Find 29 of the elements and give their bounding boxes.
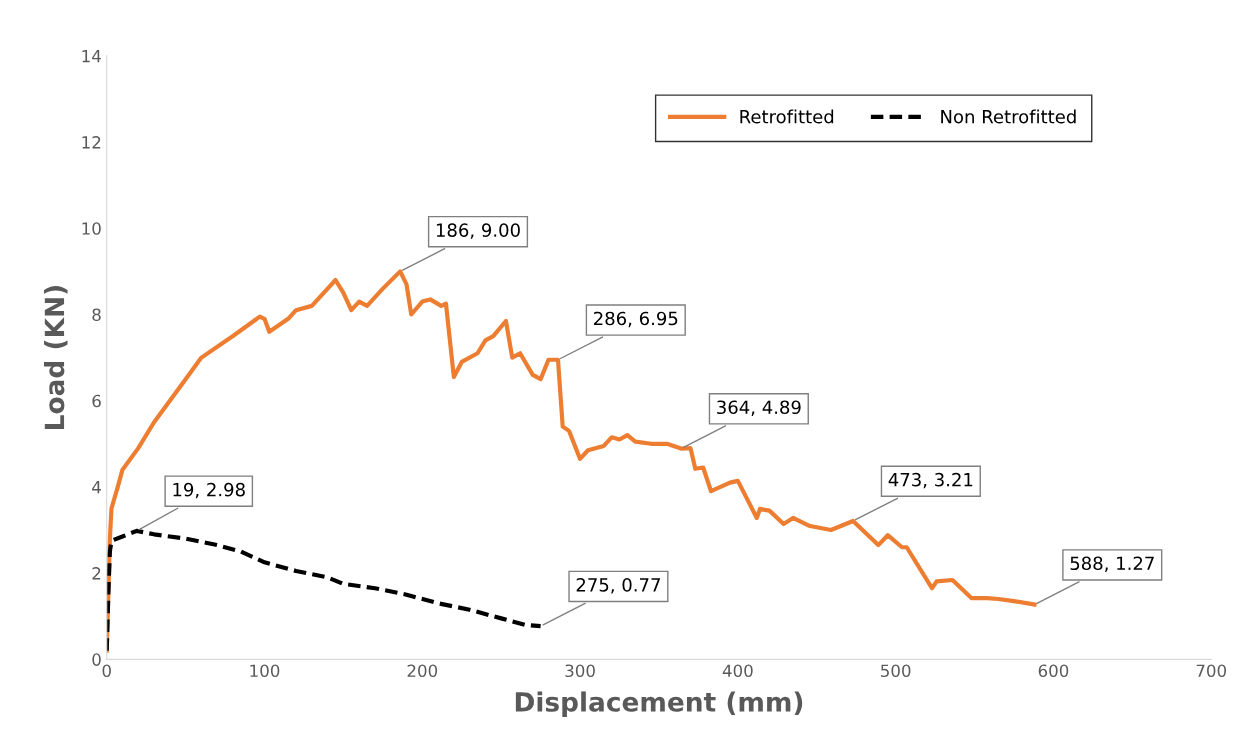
annotation: 19, 2.98 xyxy=(173,482,245,499)
annotation: 588, 1.27 xyxy=(1070,556,1154,572)
x-tick-label: 200 xyxy=(407,664,438,678)
y-tick-label: 2 xyxy=(92,567,101,580)
x-tick-label: 300 xyxy=(565,664,595,678)
line-series xyxy=(106,269,1037,653)
y-axis-title: Load (KN) xyxy=(44,286,68,429)
y-tick-label: 12 xyxy=(82,136,101,149)
x-tick-label: 600 xyxy=(1038,664,1069,678)
annotation: 275, 0.77 xyxy=(576,578,660,594)
x-tick-label: 500 xyxy=(881,664,911,678)
x-tick-label: 400 xyxy=(722,664,753,678)
y-tick-label: 0 xyxy=(92,653,101,666)
x-tick-label: 100 xyxy=(250,664,280,678)
line-series xyxy=(106,528,543,653)
y-tick-label: 6 xyxy=(92,394,101,408)
y-tick-label: 10 xyxy=(82,222,101,235)
annotation: 364, 4.89 xyxy=(717,400,801,416)
x-axis-title: Displacement (mm) xyxy=(515,691,803,717)
x-tick-label: 700 xyxy=(1196,664,1227,678)
annotation: 286, 6.95 xyxy=(594,311,678,328)
legend-label: Non Retrofitted xyxy=(941,109,1076,124)
y-tick-label: 14 xyxy=(82,50,101,63)
annotation: 186, 9.00 xyxy=(436,223,520,239)
x-tick-label: 0 xyxy=(102,664,111,678)
y-tick-label: 4 xyxy=(92,481,101,494)
y-tick-label: 8 xyxy=(92,308,101,322)
annotation: 473, 3.21 xyxy=(888,472,973,489)
legend-label: Retrofitted xyxy=(740,109,834,124)
